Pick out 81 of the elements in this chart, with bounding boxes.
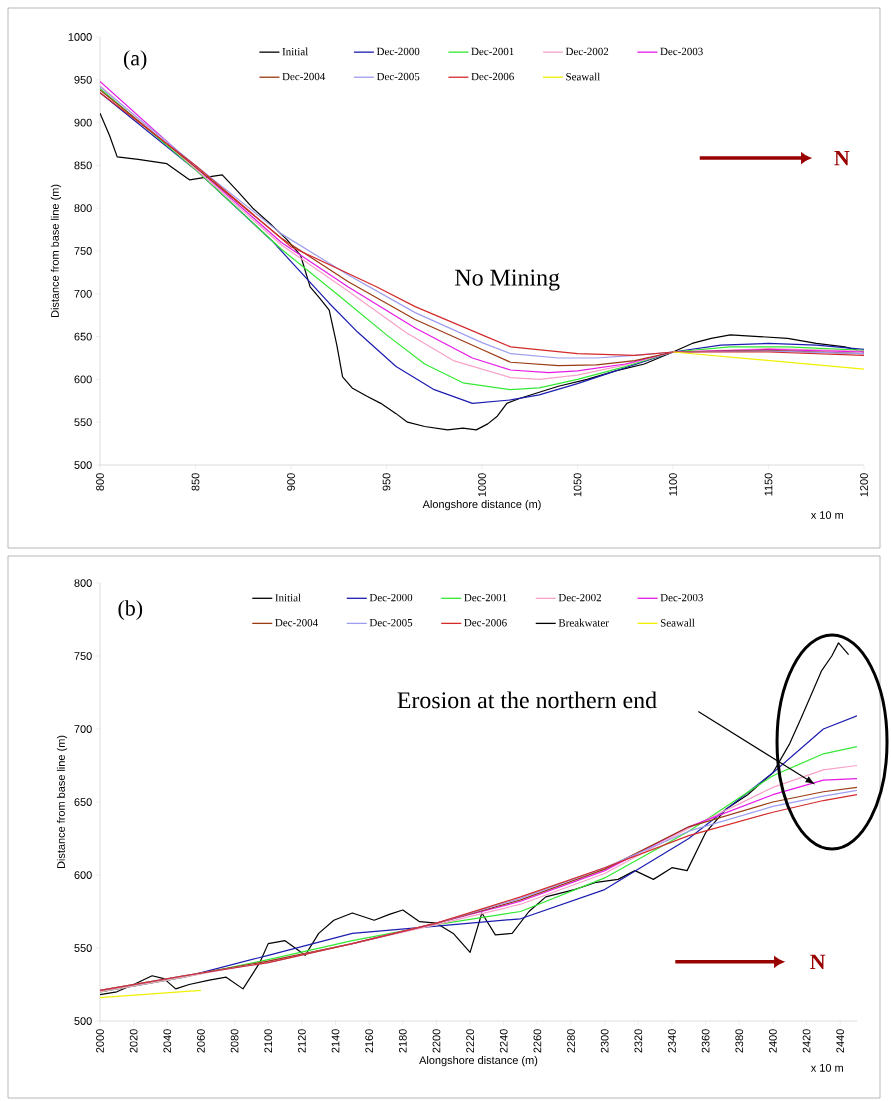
legend-label: Dec-2005 [376, 72, 420, 81]
x-tick-label: 2360 [701, 1029, 710, 1053]
legend-label: Dec-2004 [282, 72, 326, 81]
x-tick-label: 2200 [432, 1029, 441, 1053]
legend-label: Dec-2003 [660, 47, 703, 56]
y-tick-label: 550 [74, 944, 92, 952]
x-tick-label: 2300 [600, 1029, 609, 1053]
x-tick-label: 2260 [533, 1029, 542, 1053]
y-tick-label: 550 [74, 418, 92, 427]
annotation: N [834, 150, 850, 166]
x-tick-label: 2080 [230, 1029, 239, 1053]
y-tick-label: 800 [74, 579, 92, 587]
text: x 10 m [810, 1064, 843, 1072]
annotation: Erosion at the northern end [397, 691, 657, 709]
x-tick-label: 2140 [331, 1029, 340, 1053]
legend-label: Dec-2006 [464, 619, 507, 627]
y-axis-title: Distance from base line (m) [50, 184, 62, 318]
x-tick-label: 1100 [669, 473, 677, 496]
y-tick-label: 800 [74, 204, 92, 213]
legend-label: Dec-2000 [369, 593, 413, 602]
y-tick-label: 700 [74, 725, 92, 733]
y-tick-label: 500 [74, 1017, 92, 1025]
x-tick-label: 2420 [802, 1029, 811, 1053]
y-tick-label: 600 [74, 871, 92, 879]
legend-label: Dec-2002 [565, 47, 609, 56]
x-tick-label: 2180 [398, 1029, 407, 1053]
y-tick-label: 900 [74, 118, 92, 127]
x-tick-label: 1000 [478, 473, 486, 497]
x-tick-label: 2340 [668, 1029, 676, 1053]
y-tick-label: 700 [74, 289, 92, 298]
x-tick-label: 2040 [163, 1029, 172, 1053]
y-tick-label: 600 [74, 375, 92, 384]
x-tick-label: 1150 [764, 473, 773, 496]
x-tick-label: 850 [191, 473, 200, 491]
legend-label: Dec-2000 [376, 47, 420, 56]
x-axis-title: Alongshore distance (m) [422, 499, 541, 511]
legend-label: Dec-2001 [471, 47, 514, 56]
y-tick-label: 750 [74, 247, 92, 255]
y-tick-label: 1000 [68, 33, 92, 41]
annotation: N [810, 954, 826, 970]
x-tick-label: 2440 [836, 1029, 845, 1053]
x-tick-label: 2060 [197, 1029, 205, 1053]
annotation: No Mining [455, 269, 560, 291]
legend-label: Seawall [660, 618, 695, 627]
x-tick-label: 900 [287, 473, 295, 491]
x-tick-label: 2100 [264, 1029, 273, 1053]
x-tick-label: 2020 [129, 1029, 138, 1053]
y-tick-label: 650 [74, 332, 92, 341]
x-tick-label: 2380 [735, 1029, 744, 1053]
legend-label: Dec-2002 [558, 593, 601, 602]
x-tick-label: 2000 [96, 1029, 104, 1053]
x-tick-label: 950 [382, 473, 391, 491]
legend-label: Initial [275, 593, 301, 602]
x-axis-title: Alongshore distance (m) [419, 1056, 538, 1067]
annotation: (a) [123, 50, 147, 71]
y-tick-label: 950 [74, 75, 92, 84]
x-tick-label: 2400 [769, 1029, 777, 1053]
x-tick-label: 800 [96, 473, 104, 491]
y-tick-label: 650 [74, 798, 92, 806]
x-tick-label: 2320 [634, 1029, 643, 1053]
legend-label: Dec-2004 [275, 619, 318, 627]
legend-label: Initial [282, 47, 309, 56]
y-tick-label: 850 [74, 161, 92, 170]
x-tick-label: 2160 [365, 1029, 374, 1053]
legend-label: Dec-2003 [660, 593, 703, 602]
legend-label: Breakwater [558, 618, 609, 627]
legend-label: Dec-2006 [471, 72, 514, 81]
x-tick-label: 2120 [298, 1029, 306, 1053]
legend-label: Dec-2001 [464, 593, 507, 602]
y-axis-title: Distance from base line (m) [56, 735, 68, 869]
x-tick-label: 1200 [860, 473, 868, 497]
x-tick-label: 1050 [573, 473, 582, 497]
y-tick-label: 750 [74, 652, 92, 660]
annotation: (b) [118, 600, 143, 621]
x-tick-label: 2280 [567, 1029, 575, 1053]
y-tick-label: 500 [74, 461, 92, 469]
x-tick-label: 2220 [466, 1029, 474, 1053]
x-tick-label: 2240 [499, 1029, 508, 1053]
text: x 10 m [810, 511, 843, 519]
legend-label: Dec-2005 [369, 619, 413, 627]
legend-label: Seawall [566, 72, 601, 81]
